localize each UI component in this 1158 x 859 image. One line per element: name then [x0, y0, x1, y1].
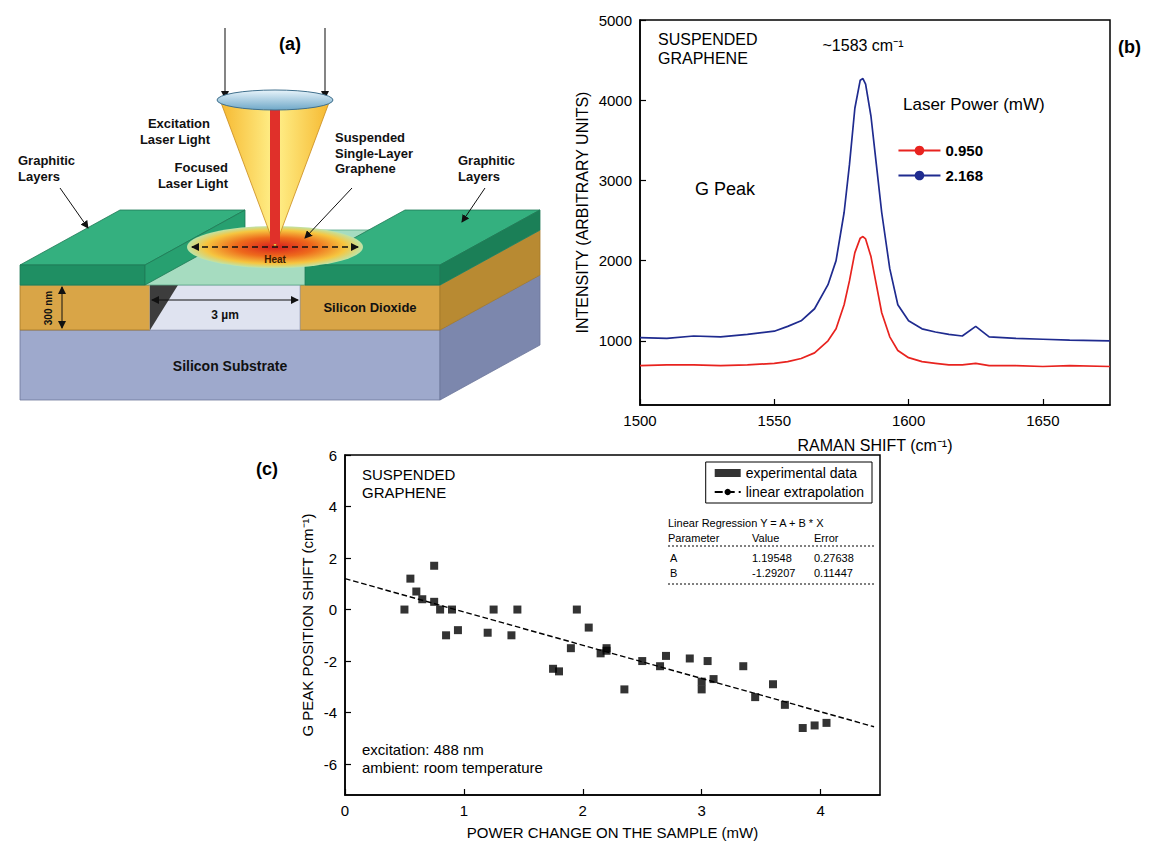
svg-text:1000: 1000: [599, 332, 632, 349]
svg-text:RAMAN SHIFT (cm⁻¹): RAMAN SHIFT (cm⁻¹): [798, 437, 953, 454]
svg-text:POWER CHANGE ON THE SAMPLE (mW: POWER CHANGE ON THE SAMPLE (mW): [467, 824, 758, 841]
svg-text:Value: Value: [752, 532, 779, 544]
svg-text:(b): (b): [1118, 37, 1141, 57]
svg-text:linear extrapolation: linear extrapolation: [746, 484, 864, 500]
svg-text:ExcitationLaser Light: ExcitationLaser Light: [140, 116, 211, 147]
svg-text:Linear Regression Y = A + B *: Linear Regression Y = A + B * X: [668, 517, 824, 529]
svg-text:(a): (a): [279, 34, 301, 54]
svg-text:3 µm: 3 µm: [211, 308, 239, 322]
svg-text:Error: Error: [814, 532, 839, 544]
svg-text:GraphiticLayers: GraphiticLayers: [458, 153, 515, 184]
svg-text:1500: 1500: [623, 412, 656, 429]
svg-text:Laser Power (mW): Laser Power (mW): [903, 95, 1045, 114]
svg-text:ambient: room temperature: ambient: room temperature: [362, 759, 543, 776]
svg-text:-4: -4: [324, 704, 337, 721]
svg-text:4: 4: [329, 498, 337, 515]
svg-text:5000: 5000: [599, 12, 632, 29]
svg-text:0: 0: [329, 601, 337, 618]
svg-text:-6: -6: [324, 756, 337, 773]
svg-text:GRAPHENE: GRAPHENE: [658, 50, 748, 67]
svg-text:2000: 2000: [599, 252, 632, 269]
svg-text:1550: 1550: [758, 412, 791, 429]
svg-text:6: 6: [329, 447, 337, 464]
svg-text:1.19548: 1.19548: [752, 552, 792, 564]
svg-text:FocusedLaser Light: FocusedLaser Light: [158, 160, 229, 191]
svg-text:SUSPENDED: SUSPENDED: [362, 466, 456, 483]
svg-text:GRAPHENE: GRAPHENE: [362, 484, 446, 501]
svg-text:0.950: 0.950: [945, 142, 983, 159]
svg-text:1600: 1600: [892, 412, 925, 429]
svg-text:GraphiticLayers: GraphiticLayers: [18, 153, 75, 184]
svg-text:B: B: [670, 567, 677, 579]
svg-text:0.27638: 0.27638: [814, 552, 854, 564]
svg-text:3000: 3000: [599, 172, 632, 189]
svg-text:SUSPENDED: SUSPENDED: [658, 31, 758, 48]
svg-text:1650: 1650: [1026, 412, 1059, 429]
svg-text:1: 1: [460, 802, 468, 819]
svg-text:-2: -2: [324, 653, 337, 670]
svg-text:Heat: Heat: [264, 254, 286, 265]
svg-text:4000: 4000: [599, 92, 632, 109]
svg-text:experimental data: experimental data: [746, 465, 858, 481]
svg-text:Parameter: Parameter: [668, 532, 720, 544]
svg-text:G PEAK POSITION SHIFT (cm⁻¹): G PEAK POSITION SHIFT (cm⁻¹): [299, 513, 316, 736]
svg-text:0.11447: 0.11447: [814, 567, 853, 579]
svg-text:(c): (c): [256, 459, 278, 479]
svg-text:Silicon Substrate: Silicon Substrate: [173, 358, 288, 374]
svg-text:Silicon Dioxide: Silicon Dioxide: [323, 300, 416, 315]
svg-text:4: 4: [816, 802, 824, 819]
svg-text:SuspendedSingle-LayerGraphene: SuspendedSingle-LayerGraphene: [335, 130, 413, 176]
svg-text:2: 2: [579, 802, 587, 819]
svg-text:G Peak: G Peak: [695, 179, 756, 199]
svg-text:300 nm: 300 nm: [43, 291, 54, 326]
svg-text:INTENSITY (ARBITRARY UNITS): INTENSITY (ARBITRARY UNITS): [574, 92, 591, 334]
svg-text:0: 0: [341, 802, 349, 819]
svg-text:A: A: [670, 552, 678, 564]
svg-text:excitation: 488 nm: excitation: 488 nm: [362, 741, 484, 758]
svg-text:2.168: 2.168: [945, 167, 983, 184]
svg-text:2: 2: [329, 550, 337, 567]
svg-text:~1583 cm⁻¹: ~1583 cm⁻¹: [822, 37, 903, 54]
svg-text:-1.29207: -1.29207: [752, 567, 795, 579]
svg-text:3: 3: [697, 802, 705, 819]
